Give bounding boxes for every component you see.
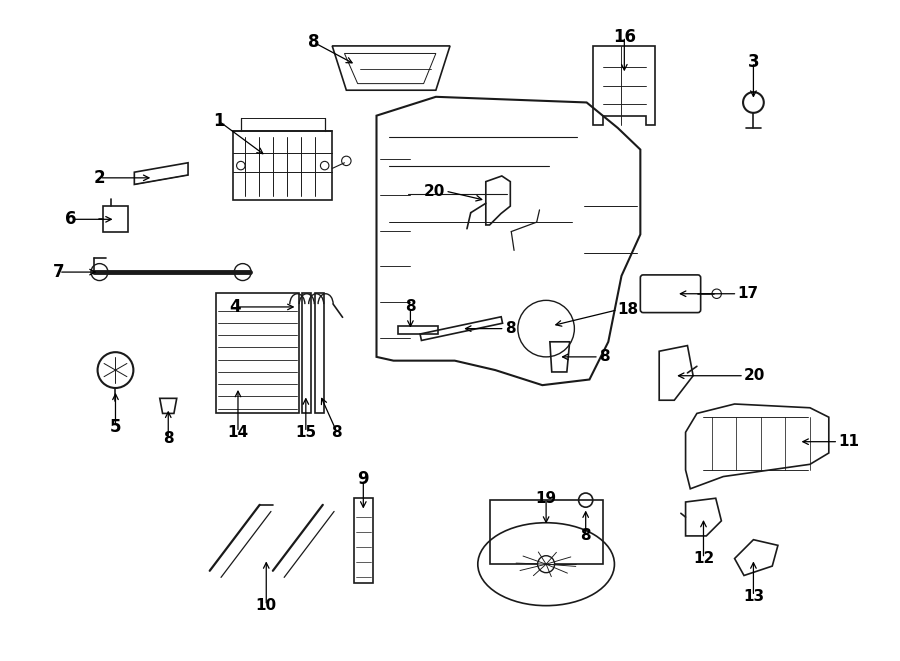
Text: 13: 13	[742, 589, 764, 603]
Text: 20: 20	[744, 368, 765, 383]
Bar	[315, 293, 324, 413]
Text: 8: 8	[580, 528, 591, 543]
Text: 7: 7	[53, 263, 65, 281]
Text: 3: 3	[748, 53, 760, 71]
Text: 8: 8	[163, 432, 174, 446]
Text: 10: 10	[256, 598, 277, 613]
Bar	[302, 293, 310, 413]
Text: 12: 12	[693, 551, 714, 566]
Text: 11: 11	[838, 434, 860, 449]
Text: 20: 20	[424, 184, 446, 198]
Text: 19: 19	[536, 490, 557, 506]
Text: 16: 16	[613, 28, 635, 46]
Bar	[398, 326, 437, 334]
Text: 1: 1	[213, 112, 225, 130]
Circle shape	[537, 556, 554, 572]
Text: 4: 4	[230, 298, 241, 316]
Text: 8: 8	[331, 425, 342, 440]
Bar	[216, 293, 299, 413]
Text: 8: 8	[308, 33, 320, 51]
Text: 15: 15	[295, 425, 317, 440]
Bar	[490, 500, 603, 564]
Text: 9: 9	[357, 471, 369, 488]
Text: 6: 6	[66, 210, 77, 228]
Text: 5: 5	[110, 418, 122, 436]
Text: 14: 14	[228, 425, 248, 440]
Text: 18: 18	[617, 302, 639, 317]
Text: 8: 8	[405, 299, 416, 315]
Text: 17: 17	[737, 286, 759, 301]
Text: 8: 8	[505, 321, 516, 336]
Text: 2: 2	[94, 169, 105, 187]
Bar	[354, 498, 373, 583]
Text: 8: 8	[598, 350, 609, 364]
